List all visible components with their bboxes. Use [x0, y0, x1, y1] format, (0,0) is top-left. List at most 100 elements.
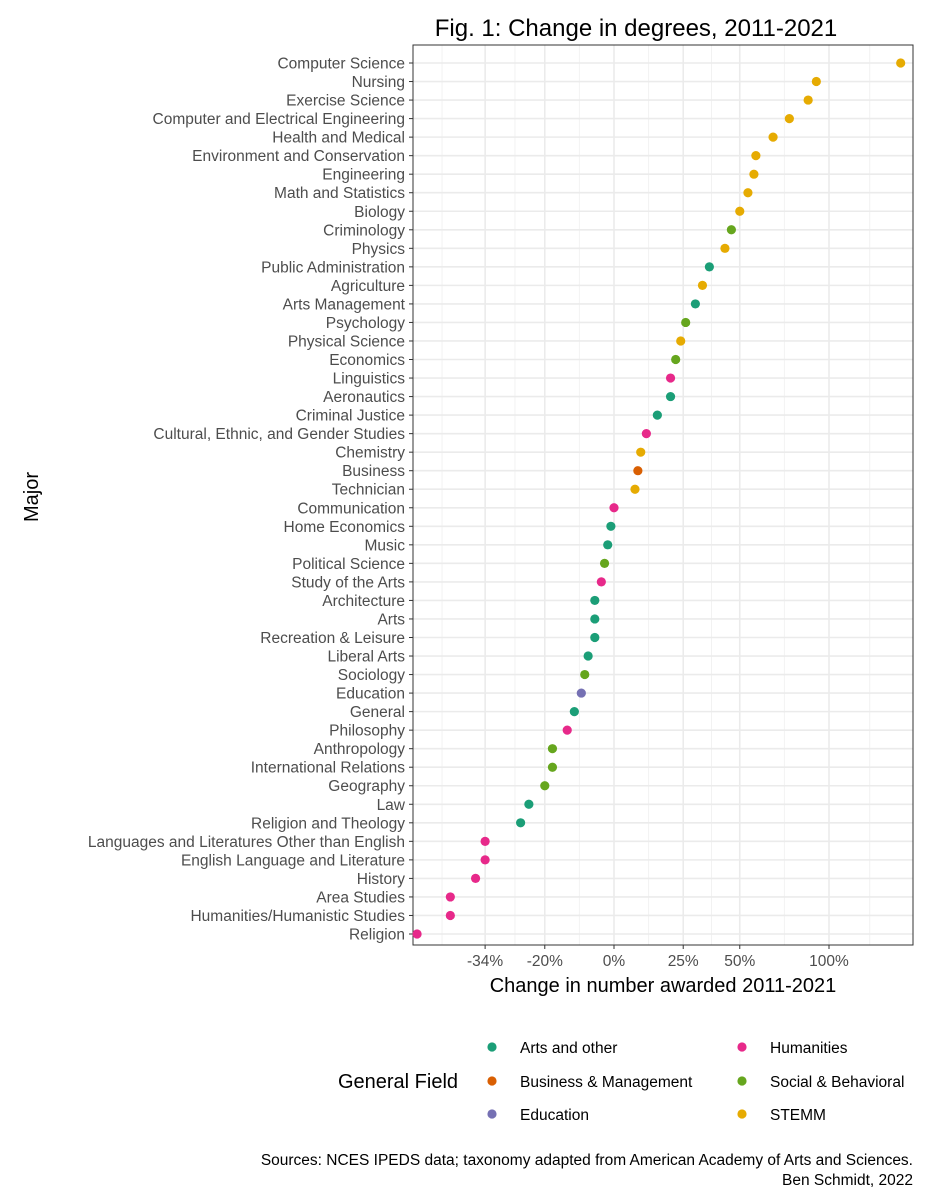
data-point: [480, 836, 490, 846]
data-point: [704, 262, 714, 272]
data-point: [671, 354, 681, 365]
data-point: [726, 225, 736, 235]
legend-item: Social & Behavioral: [737, 1074, 904, 1091]
data-point: [743, 188, 753, 198]
y-tick-label: Languages and Literatures Other than Eng…: [88, 834, 405, 851]
chart-title: Fig. 1: Change in degrees, 2011-2021: [435, 15, 838, 42]
x-tick-label: 100%: [809, 953, 849, 970]
legend-key: [737, 1109, 747, 1119]
y-tick-label: Economics: [329, 352, 405, 369]
data-point: [735, 206, 745, 216]
legend-label: Social & Behavioral: [770, 1074, 904, 1091]
y-tick-label: Criminology: [323, 222, 405, 239]
y-tick-label: Biology: [354, 204, 405, 221]
y-tick-label: Linguistics: [333, 371, 406, 388]
panel-border: [412, 44, 914, 946]
y-tick-label: Education: [336, 686, 405, 703]
data-point: [576, 688, 586, 698]
y-tick-label: Law: [377, 797, 406, 814]
data-point: [784, 113, 794, 124]
y-tick-label: Psychology: [326, 315, 406, 332]
legend-label: Humanities: [770, 1040, 848, 1057]
y-tick-label: Physical Science: [288, 333, 405, 350]
data-point: [562, 725, 572, 735]
data-point: [470, 873, 481, 884]
y-tick-label: Sociology: [338, 667, 405, 684]
data-point: [681, 317, 691, 328]
y-tick-label: Business: [342, 463, 405, 480]
data-point: [599, 558, 610, 568]
data-point: [480, 855, 490, 865]
data-point: [633, 466, 643, 476]
y-tick-label: Health and Medical: [272, 130, 405, 147]
x-tick-label: 0%: [603, 953, 626, 970]
legend-label: STEMM: [770, 1107, 826, 1124]
y-tick-label: Technician: [332, 482, 405, 499]
legend-item: Education: [487, 1107, 589, 1124]
legend-item: STEMM: [737, 1107, 826, 1124]
data-point: [749, 169, 759, 179]
legend-label: Business & Management: [520, 1074, 693, 1091]
legend-title: General Field: [338, 1071, 458, 1093]
y-tick-label: Religion: [349, 927, 405, 944]
data-point: [751, 151, 761, 161]
legend-key: [737, 1042, 747, 1052]
y-tick-label: General: [350, 704, 405, 721]
data-points: [412, 58, 906, 939]
panel-background: [413, 45, 913, 945]
data-point: [583, 651, 593, 661]
y-tick-label: Chemistry: [335, 445, 405, 462]
y-tick-label: Math and Statistics: [274, 185, 405, 202]
data-point: [603, 540, 613, 550]
data-point: [590, 595, 600, 606]
caption-author: Ben Schmidt, 2022: [782, 1172, 913, 1189]
y-tick-label: Public Administration: [261, 259, 405, 276]
data-point: [540, 781, 550, 791]
data-point: [690, 299, 700, 309]
legend: Arts and other Humanities Business & Manag…: [487, 1040, 904, 1124]
data-point: [569, 707, 579, 717]
data-point: [516, 818, 526, 828]
y-tick-label: Exercise Science: [286, 93, 405, 110]
data-point: [596, 577, 606, 587]
y-tick-label: Liberal Arts: [327, 649, 405, 666]
y-tick-label: Physics: [352, 241, 406, 258]
y-tick-label: History: [357, 871, 405, 888]
y-axis-title: Major: [21, 472, 43, 522]
data-point: [676, 336, 686, 346]
data-point: [412, 929, 422, 939]
y-tick-label: Music: [365, 537, 406, 554]
legend-label: Education: [520, 1107, 589, 1124]
y-tick-label: Anthropology: [314, 741, 406, 758]
y-tick-label: Humanities/Humanistic Studies: [190, 908, 405, 925]
x-tick-label: -20%: [527, 953, 563, 970]
y-tick-label: Communication: [297, 500, 405, 517]
y-tick-label: Computer Science: [277, 56, 405, 73]
y-tick-label: Religion and Theology: [251, 815, 405, 832]
x-tick-label: -34%: [467, 953, 503, 970]
y-tick-label: Agriculture: [331, 278, 405, 295]
legend-key: [487, 1042, 497, 1052]
data-point: [665, 373, 676, 383]
y-tick-label: Geography: [328, 778, 405, 795]
data-point: [590, 614, 600, 624]
data-point: [697, 280, 708, 290]
data-point: [609, 503, 619, 513]
data-point: [606, 521, 616, 531]
y-tick-label: Philosophy: [329, 723, 405, 740]
x-tick-labels: -34% -20% 0% 25% 50% 100%: [467, 945, 849, 970]
legend-item: Humanities: [737, 1040, 848, 1057]
plot-panel: [412, 44, 914, 946]
y-tick-label: Nursing: [352, 74, 405, 91]
y-tick-label: Engineering: [322, 167, 405, 184]
legend-item: Business & Management: [487, 1074, 693, 1091]
caption-sources: Sources: NCES IPEDS data; taxonomy adapt…: [261, 1152, 913, 1169]
y-tick-label: Aeronautics: [323, 389, 405, 406]
data-point: [580, 669, 590, 680]
data-point: [636, 447, 646, 457]
y-tick-label: Home Economics: [284, 519, 406, 536]
data-point: [811, 76, 821, 87]
data-point: [630, 484, 640, 494]
data-point: [445, 892, 455, 902]
